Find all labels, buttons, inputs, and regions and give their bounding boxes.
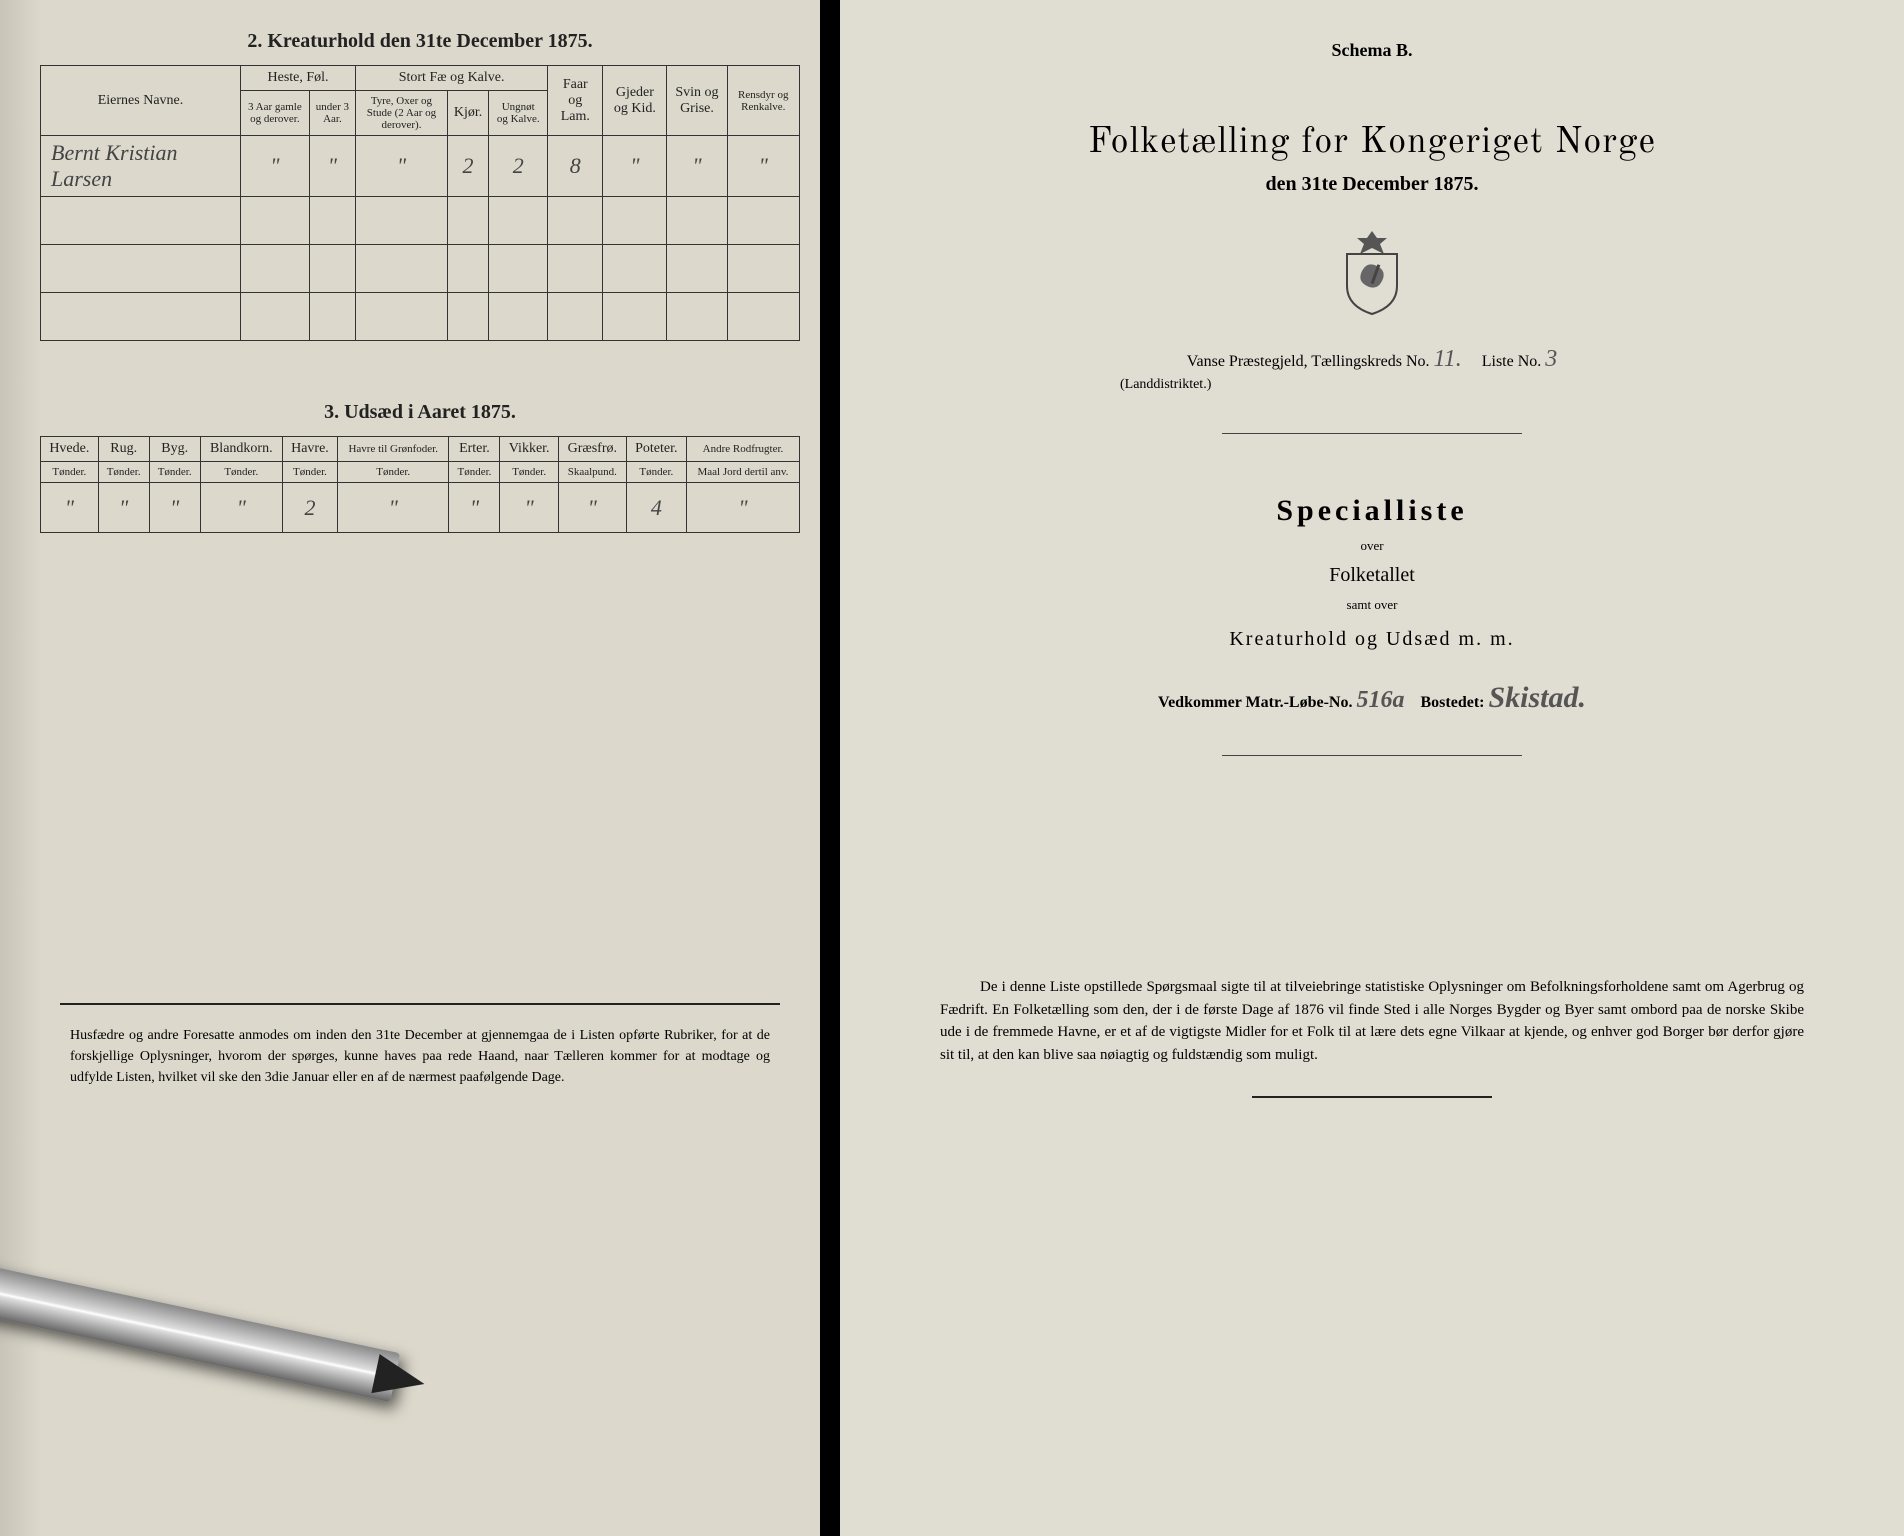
col: Blandkorn. (200, 437, 282, 462)
col: Poteter. (626, 437, 686, 462)
col: Erter. (449, 437, 500, 462)
coat-of-arms-icon (1332, 226, 1412, 316)
cell: " (686, 483, 799, 533)
col-pig: Svin og Grise. (667, 66, 727, 136)
group-horse: Heste, Føl. (241, 66, 356, 91)
divider (1222, 433, 1522, 434)
unit: Tønder. (626, 462, 686, 483)
kreaturhold-table: Eiernes Navne. Heste, Føl. Stort Fæ og K… (40, 65, 800, 341)
liste-label: Liste No. (1482, 353, 1542, 370)
table-row: Bernt Kristian Larsen " " " 2 2 8 " " " (41, 136, 800, 197)
header-row: Hvede. Rug. Byg. Blandkorn. Havre. Havre… (41, 437, 800, 462)
parish-prefix: Vanse Præstegjeld, Tællingskreds No. (1187, 353, 1430, 370)
col: Andre Rodfrugter. (686, 437, 799, 462)
kreds-no: 11. (1434, 346, 1462, 372)
col: Vikker. (500, 437, 558, 462)
col: Byg. (149, 437, 200, 462)
col-horse-young: under 3 Aar. (309, 91, 355, 136)
unit: Tønder. (282, 462, 337, 483)
col-owner: Eiernes Navne. (41, 66, 241, 136)
sub-title: den 31te December 1875. (900, 173, 1844, 196)
udsaed-table: Hvede. Rug. Byg. Blandkorn. Havre. Havre… (40, 436, 800, 533)
cell: " (667, 136, 727, 197)
liste-no: 3 (1545, 346, 1557, 372)
over-label: over (900, 538, 1844, 554)
owner-name: Bernt Kristian Larsen (41, 136, 241, 197)
unit: Tønder. (338, 462, 449, 483)
bostedet-label: Bostedet: (1420, 694, 1484, 711)
cell: 2 (447, 136, 488, 197)
table-row (41, 245, 800, 293)
matr-no: 516a (1356, 687, 1404, 713)
main-title: Folketælling for Kongeriget Norge (900, 121, 1844, 165)
unit: Tønder. (500, 462, 558, 483)
parish-sub: (Landdistriktet.) (1120, 377, 1844, 393)
unit: Tønder. (98, 462, 149, 483)
parish-line: Vanse Præstegjeld, Tællingskreds No. 11.… (900, 346, 1844, 373)
col: Græsfrø. (558, 437, 626, 462)
section2-title: 2. Kreaturhold den 31te December 1875. (40, 30, 800, 53)
unit: Skaalpund. (558, 462, 626, 483)
col: Havre til Grønfoder. (338, 437, 449, 462)
cell: 4 (626, 483, 686, 533)
col-calf: Ungnøt og Kalve. (489, 91, 548, 136)
cell: " (41, 483, 99, 533)
table-row: " " " " 2 " " " " 4 " (41, 483, 800, 533)
specialliste-title: Specialliste (900, 494, 1844, 528)
cell: " (149, 483, 200, 533)
col-horse-old: 3 Aar gamle og derover. (241, 91, 310, 136)
unit: Tønder. (200, 462, 282, 483)
bostedet-name: Skistad. (1488, 681, 1586, 714)
cell: " (356, 136, 448, 197)
right-footnote: De i denne Liste opstillede Spørgsmaal s… (940, 976, 1804, 1066)
cell: " (309, 136, 355, 197)
cell: " (449, 483, 500, 533)
unit: Maal Jord dertil anv. (686, 462, 799, 483)
cell: " (558, 483, 626, 533)
cell: " (200, 483, 282, 533)
unit: Tønder. (149, 462, 200, 483)
col-cow: Kjør. (447, 91, 488, 136)
unit: Tønder. (41, 462, 99, 483)
cell: 8 (548, 136, 603, 197)
table-row (41, 293, 800, 341)
vedkom-prefix: Vedkommer Matr.-Løbe-No. (1158, 694, 1353, 711)
divider (1252, 1096, 1492, 1098)
samt-over-label: samt over (900, 597, 1844, 613)
col: Hvede. (41, 437, 99, 462)
vedkommer-line: Vedkommer Matr.-Løbe-No. 516a Bostedet: … (900, 681, 1844, 715)
cell: " (241, 136, 310, 197)
cell: 2 (489, 136, 548, 197)
cell: " (98, 483, 149, 533)
divider (60, 1003, 780, 1005)
col: Havre. (282, 437, 337, 462)
right-page: Schema B. Folketælling for Kongeriget No… (840, 0, 1904, 1536)
cell: " (500, 483, 558, 533)
cell: 2 (282, 483, 337, 533)
unit-row: Tønder. Tønder. Tønder. Tønder. Tønder. … (41, 462, 800, 483)
col-ox: Tyre, Oxer og Stude (2 Aar og derover). (356, 91, 448, 136)
pencil-object (0, 1260, 400, 1402)
col-goat: Gjeder og Kid. (603, 66, 667, 136)
schema-label: Schema B. (900, 40, 1844, 61)
col-reindeer: Rensdyr og Renkalve. (727, 66, 799, 136)
kreatur-label: Kreaturhold og Udsæd m. m. (900, 628, 1844, 651)
folketallet-label: Folketallet (900, 564, 1844, 587)
left-footnote: Husfædre og andre Foresatte anmodes om i… (70, 1025, 770, 1088)
group-cattle: Stort Fæ og Kalve. (356, 66, 548, 91)
unit: Tønder. (449, 462, 500, 483)
cell: " (338, 483, 449, 533)
cell: " (603, 136, 667, 197)
section3-title: 3. Udsæd i Aaret 1875. (40, 401, 800, 424)
divider (1222, 755, 1522, 756)
col: Rug. (98, 437, 149, 462)
table-row (41, 197, 800, 245)
col-sheep: Faar og Lam. (548, 66, 603, 136)
cell: " (727, 136, 799, 197)
left-page: 2. Kreaturhold den 31te December 1875. E… (0, 0, 820, 1536)
